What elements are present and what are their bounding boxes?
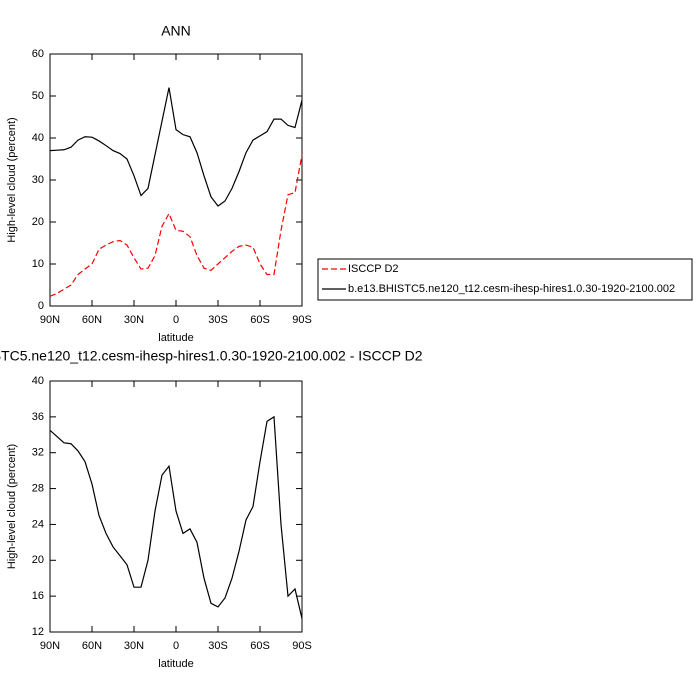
x-tick-label: 60N	[82, 640, 102, 652]
y-tick-label: 40	[32, 375, 44, 387]
data-line	[49, 415, 303, 619]
x-tick-label: 60S	[250, 640, 270, 652]
y-tick-label: 24	[32, 518, 44, 530]
y-tick-label: 40	[32, 132, 44, 144]
y-tick-label: 12	[32, 626, 44, 638]
x-tick-label: 90S	[292, 314, 312, 326]
y-tick-label: 28	[32, 482, 44, 494]
y-axis-label: High-level cloud (percent)	[6, 117, 18, 242]
plot-frame	[49, 380, 303, 633]
x-tick-label: 90N	[40, 640, 60, 652]
x-tick-label: 90N	[40, 314, 60, 326]
x-tick-label: 30N	[124, 640, 144, 652]
y-tick-label: 30	[32, 174, 44, 186]
chart-title: ANN	[161, 23, 191, 39]
legend-box	[317, 258, 693, 301]
plot-frame	[49, 53, 303, 307]
x-axis-label: latitude	[158, 658, 193, 670]
y-tick-label: 50	[32, 90, 44, 102]
x-tick-label: 60N	[82, 314, 102, 326]
x-tick-label: 90S	[292, 640, 312, 652]
y-tick-label: 16	[32, 590, 44, 602]
x-tick-label: 0	[173, 640, 179, 652]
x-tick-label: 30S	[208, 314, 228, 326]
legend-label: b.e13.BHISTC5.ne120_t12.cesm-ihesp-hires…	[348, 283, 675, 295]
legend: ISCCP D2 b.e13.BHISTC5.ne120_t12.cesm-ihe…	[317, 258, 693, 301]
y-tick-label: 0	[38, 300, 44, 312]
y-tick-label: 36	[32, 411, 44, 423]
legend-label: ISCCP D2	[348, 263, 399, 275]
x-axis-label: latitude	[158, 332, 193, 344]
x-tick-label: 30S	[208, 640, 228, 652]
y-tick-label: 60	[32, 48, 44, 60]
x-tick-label: 60S	[250, 314, 270, 326]
y-tick-label: 32	[32, 447, 44, 459]
x-tick-label: 30N	[124, 314, 144, 326]
y-axis-label: High-level cloud (percent)	[6, 444, 18, 569]
y-tick-label: 20	[32, 554, 44, 566]
chart-title: b.e13.BHISTC5.ne120_t12.cesm-ihesp-hires…	[0, 348, 423, 364]
y-tick-label: 10	[32, 258, 44, 270]
data-line	[49, 154, 303, 297]
x-tick-label: 0	[173, 314, 179, 326]
y-tick-label: 20	[32, 216, 44, 228]
data-line	[49, 87, 303, 207]
